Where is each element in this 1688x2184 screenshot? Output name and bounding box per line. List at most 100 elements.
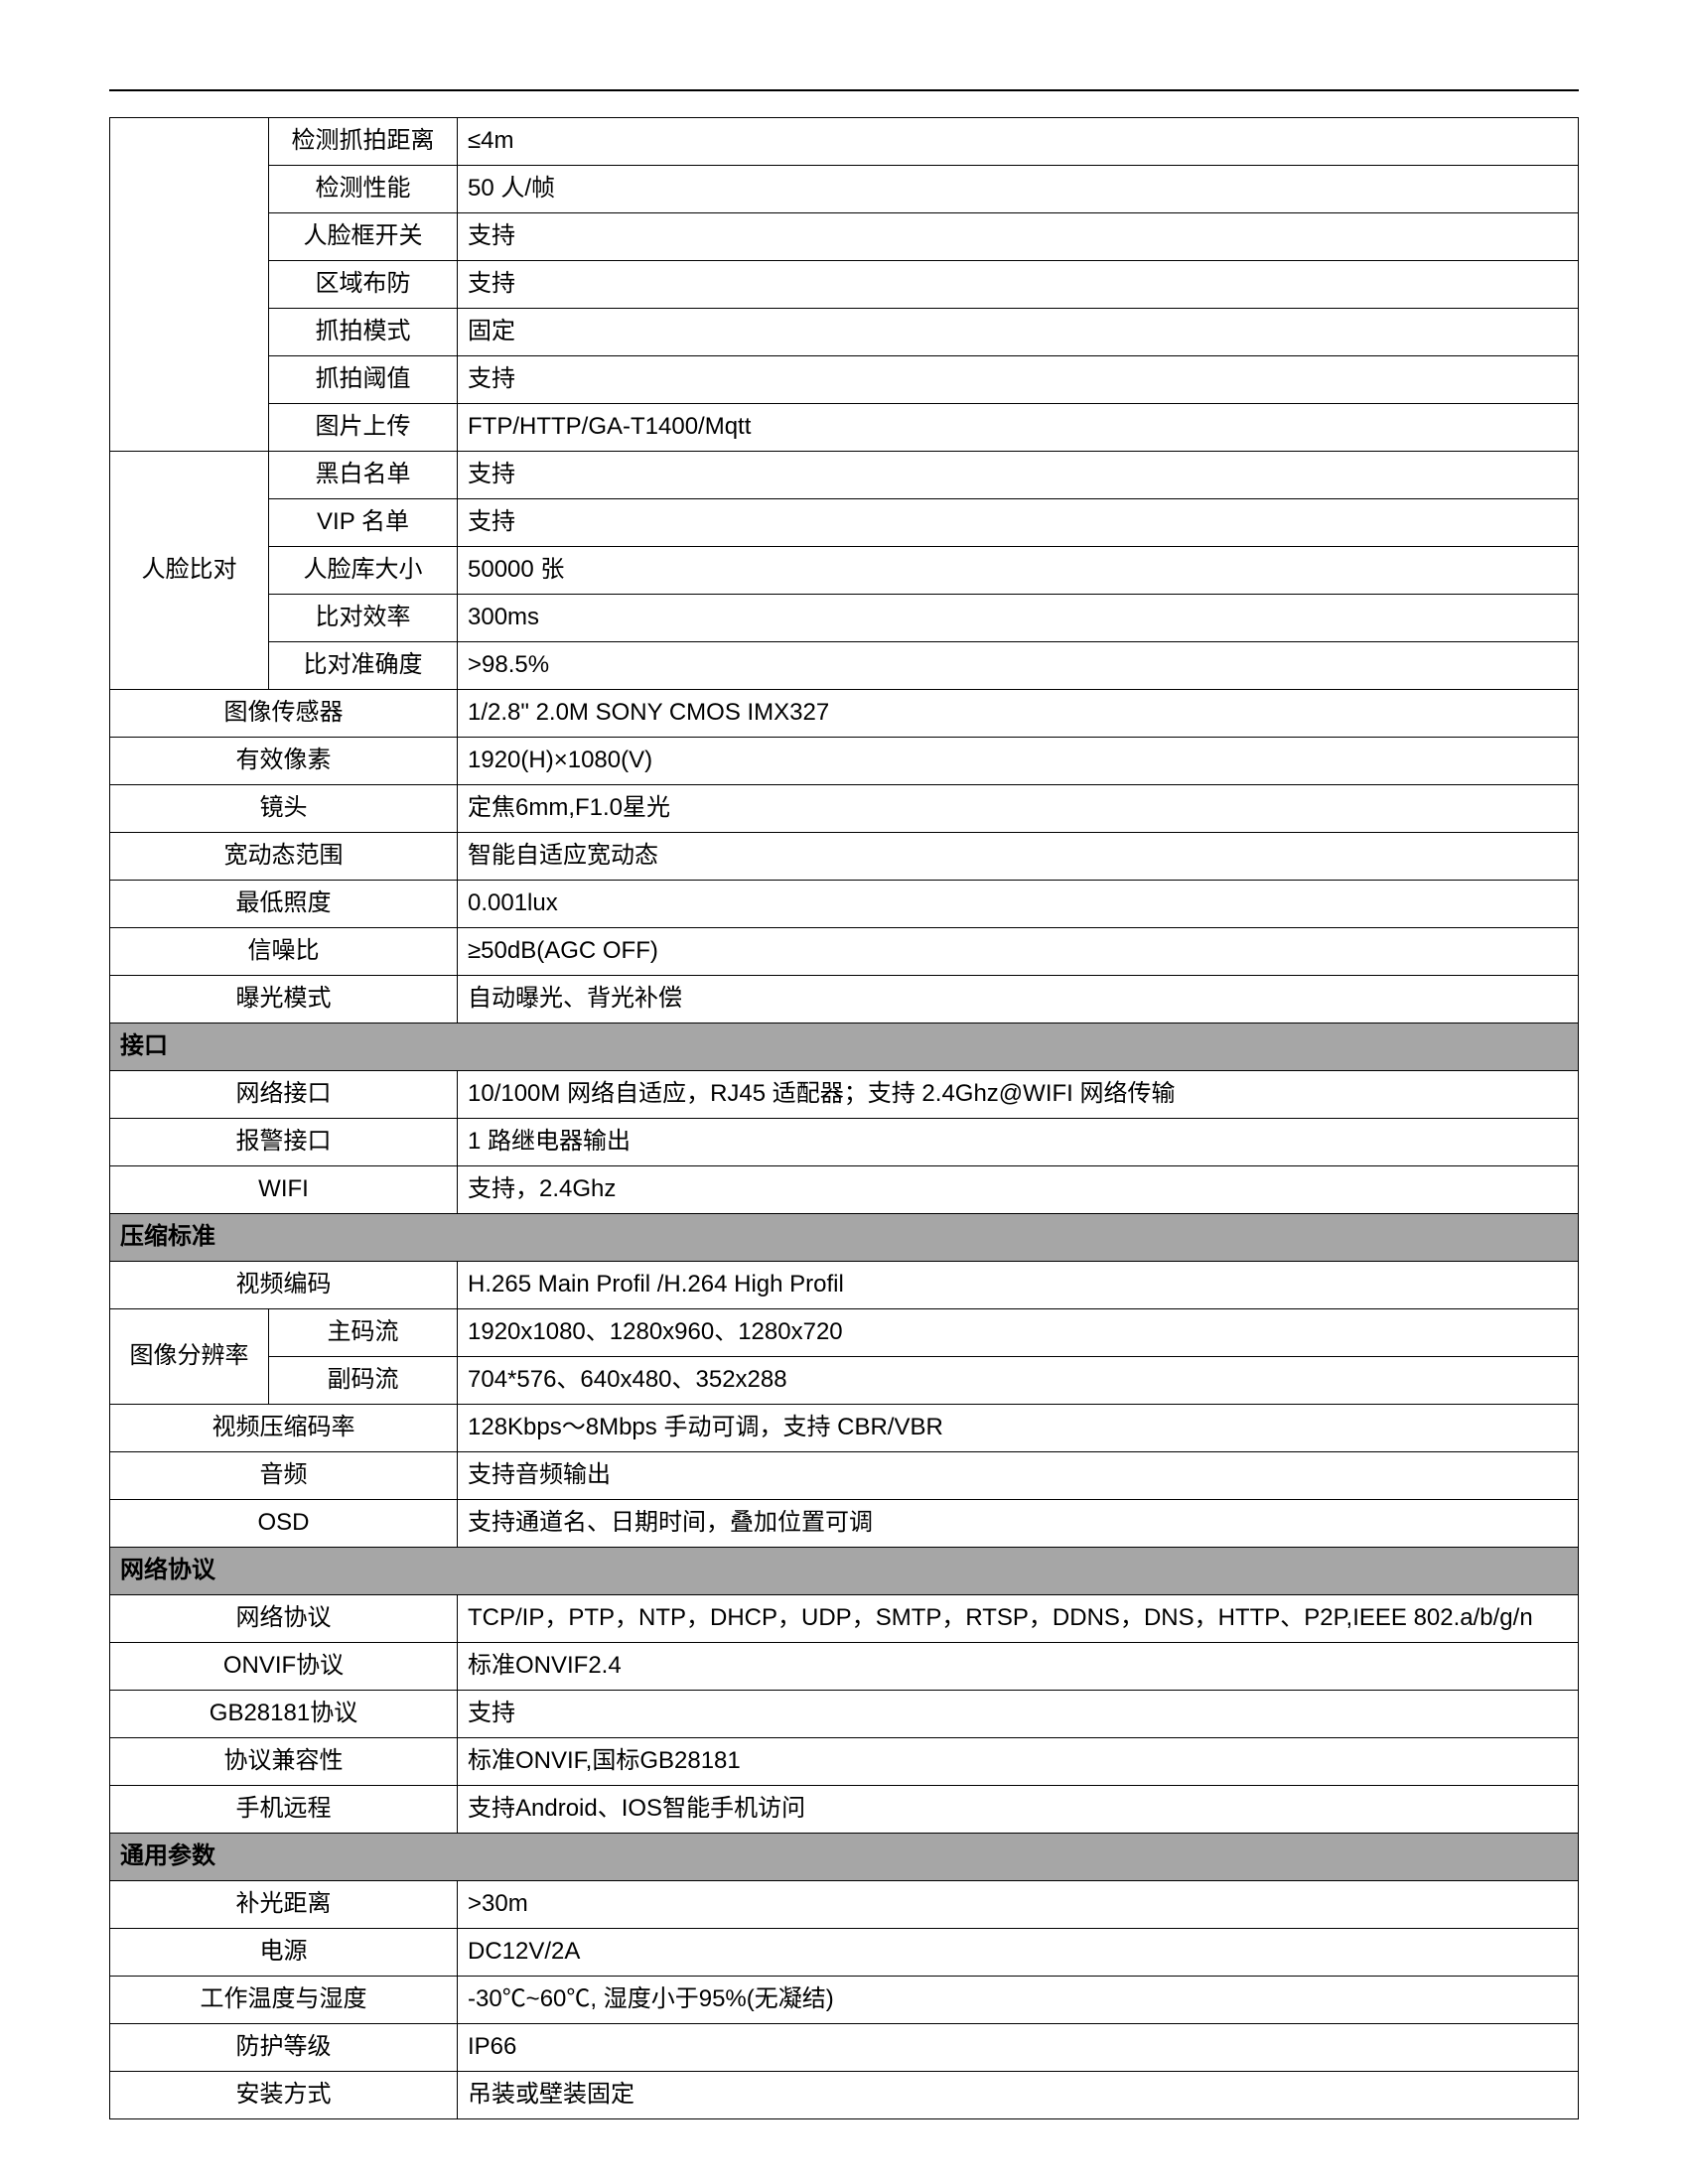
table-row: 补光距离 >30m [110, 1881, 1579, 1929]
spec-label: 宽动态范围 [110, 833, 458, 881]
table-row: OSD 支持通道名、日期时间，叠加位置可调 [110, 1500, 1579, 1548]
table-row: 宽动态范围 智能自适应宽动态 [110, 833, 1579, 881]
spec-label: 图像传感器 [110, 690, 458, 738]
spec-value: 0.001lux [458, 881, 1579, 928]
category-face-compare: 人脸比对 [110, 452, 269, 690]
table-row: 比对效率 300ms [110, 595, 1579, 642]
spec-label: VIP 名单 [269, 499, 458, 547]
table-row: 工作温度与湿度 -30℃~60℃, 湿度小于95%(无凝结) [110, 1977, 1579, 2024]
spec-label: 网络协议 [110, 1595, 458, 1643]
spec-value: 1/2.8" 2.0M SONY CMOS IMX327 [458, 690, 1579, 738]
spec-label: 电源 [110, 1929, 458, 1977]
table-row: 抓拍模式 固定 [110, 309, 1579, 356]
spec-label: 网络接口 [110, 1071, 458, 1119]
section-title: 网络协议 [110, 1548, 1579, 1595]
section-header-interface: 接口 [110, 1024, 1579, 1071]
table-row: WIFI 支持，2.4Ghz [110, 1166, 1579, 1214]
spec-label: 人脸库大小 [269, 547, 458, 595]
spec-value: 支持 [458, 1691, 1579, 1738]
spec-label: 最低照度 [110, 881, 458, 928]
spec-value: 支持Android、IOS智能手机访问 [458, 1786, 1579, 1834]
table-row: 图片上传 FTP/HTTP/GA-T1400/Mqtt [110, 404, 1579, 452]
table-row: 视频编码 H.265 Main Profil /H.264 High Profi… [110, 1262, 1579, 1309]
table-row: 信噪比 ≥50dB(AGC OFF) [110, 928, 1579, 976]
spec-label: 防护等级 [110, 2024, 458, 2072]
spec-table: 检测抓拍距离 ≤4m 检测性能 50 人/帧 人脸框开关 支持 区域布防 支持 … [109, 117, 1579, 2119]
spec-value: >30m [458, 1881, 1579, 1929]
spec-value: 支持通道名、日期时间，叠加位置可调 [458, 1500, 1579, 1548]
spec-label: 补光距离 [110, 1881, 458, 1929]
table-row: 音频 支持音频输出 [110, 1452, 1579, 1500]
spec-value: TCP/IP，PTP，NTP，DHCP，UDP，SMTP，RTSP，DDNS，D… [458, 1595, 1579, 1643]
spec-value: 50000 张 [458, 547, 1579, 595]
spec-value: H.265 Main Profil /H.264 High Profil [458, 1262, 1579, 1309]
spec-value: 吊装或壁装固定 [458, 2072, 1579, 2119]
spec-label: 协议兼容性 [110, 1738, 458, 1786]
spec-value: -30℃~60℃, 湿度小于95%(无凝结) [458, 1977, 1579, 2024]
spec-label: 检测性能 [269, 166, 458, 213]
section-title: 压缩标准 [110, 1214, 1579, 1262]
table-row: 人脸库大小 50000 张 [110, 547, 1579, 595]
spec-value: 固定 [458, 309, 1579, 356]
spec-value: IP66 [458, 2024, 1579, 2072]
spec-value: 支持 [458, 452, 1579, 499]
table-row: 镜头 定焦6mm,F1.0星光 [110, 785, 1579, 833]
table-row: 最低照度 0.001lux [110, 881, 1579, 928]
table-row: 网络接口 10/100M 网络自适应，RJ45 适配器；支持 2.4Ghz@WI… [110, 1071, 1579, 1119]
top-rule [109, 89, 1579, 91]
table-row: 图像分辨率 主码流 1920x1080、1280x960、1280x720 [110, 1309, 1579, 1357]
spec-label: ONVIF协议 [110, 1643, 458, 1691]
spec-label: 安装方式 [110, 2072, 458, 2119]
page: 检测抓拍距离 ≤4m 检测性能 50 人/帧 人脸框开关 支持 区域布防 支持 … [0, 0, 1688, 2184]
spec-value: >98.5% [458, 642, 1579, 690]
section-header-compression: 压缩标准 [110, 1214, 1579, 1262]
spec-value: 定焦6mm,F1.0星光 [458, 785, 1579, 833]
spec-label: 工作温度与湿度 [110, 1977, 458, 2024]
spec-value: 50 人/帧 [458, 166, 1579, 213]
spec-value: 支持，2.4Ghz [458, 1166, 1579, 1214]
table-row: 副码流 704*576、640x480、352x288 [110, 1357, 1579, 1405]
spec-value: DC12V/2A [458, 1929, 1579, 1977]
table-row: 比对准确度 >98.5% [110, 642, 1579, 690]
spec-value: FTP/HTTP/GA-T1400/Mqtt [458, 404, 1579, 452]
spec-value: 支持 [458, 499, 1579, 547]
section-title: 接口 [110, 1024, 1579, 1071]
spec-value: 智能自适应宽动态 [458, 833, 1579, 881]
spec-label: 比对效率 [269, 595, 458, 642]
category-blank [110, 118, 269, 452]
spec-value: 标准ONVIF2.4 [458, 1643, 1579, 1691]
spec-value: 128Kbps～8Mbps 手动可调，支持 CBR/VBR [458, 1405, 1579, 1452]
table-row: 曝光模式 自动曝光、背光补偿 [110, 976, 1579, 1024]
category-resolution: 图像分辨率 [110, 1309, 269, 1405]
spec-label: 报警接口 [110, 1119, 458, 1166]
spec-label: 区域布防 [269, 261, 458, 309]
table-row: 图像传感器 1/2.8" 2.0M SONY CMOS IMX327 [110, 690, 1579, 738]
spec-label: OSD [110, 1500, 458, 1548]
spec-label: 手机远程 [110, 1786, 458, 1834]
table-row: 抓拍阈值 支持 [110, 356, 1579, 404]
table-row: 安装方式 吊装或壁装固定 [110, 2072, 1579, 2119]
spec-value: ≤4m [458, 118, 1579, 166]
spec-value: 704*576、640x480、352x288 [458, 1357, 1579, 1405]
table-row: 人脸比对 黑白名单 支持 [110, 452, 1579, 499]
spec-label: WIFI [110, 1166, 458, 1214]
spec-value: 300ms [458, 595, 1579, 642]
spec-value: 1920x1080、1280x960、1280x720 [458, 1309, 1579, 1357]
spec-value: 标准ONVIF,国标GB28181 [458, 1738, 1579, 1786]
spec-label: 主码流 [269, 1309, 458, 1357]
table-row: 人脸框开关 支持 [110, 213, 1579, 261]
table-row: 电源 DC12V/2A [110, 1929, 1579, 1977]
spec-label: GB28181协议 [110, 1691, 458, 1738]
spec-label: 图片上传 [269, 404, 458, 452]
table-row: GB28181协议 支持 [110, 1691, 1579, 1738]
spec-value: 支持 [458, 261, 1579, 309]
table-row: 有效像素 1920(H)×1080(V) [110, 738, 1579, 785]
section-header-general: 通用参数 [110, 1834, 1579, 1881]
table-row: 防护等级 IP66 [110, 2024, 1579, 2072]
table-row: VIP 名单 支持 [110, 499, 1579, 547]
spec-label: 检测抓拍距离 [269, 118, 458, 166]
spec-label: 视频编码 [110, 1262, 458, 1309]
spec-label: 有效像素 [110, 738, 458, 785]
spec-label: 视频压缩码率 [110, 1405, 458, 1452]
spec-value: 1 路继电器输出 [458, 1119, 1579, 1166]
